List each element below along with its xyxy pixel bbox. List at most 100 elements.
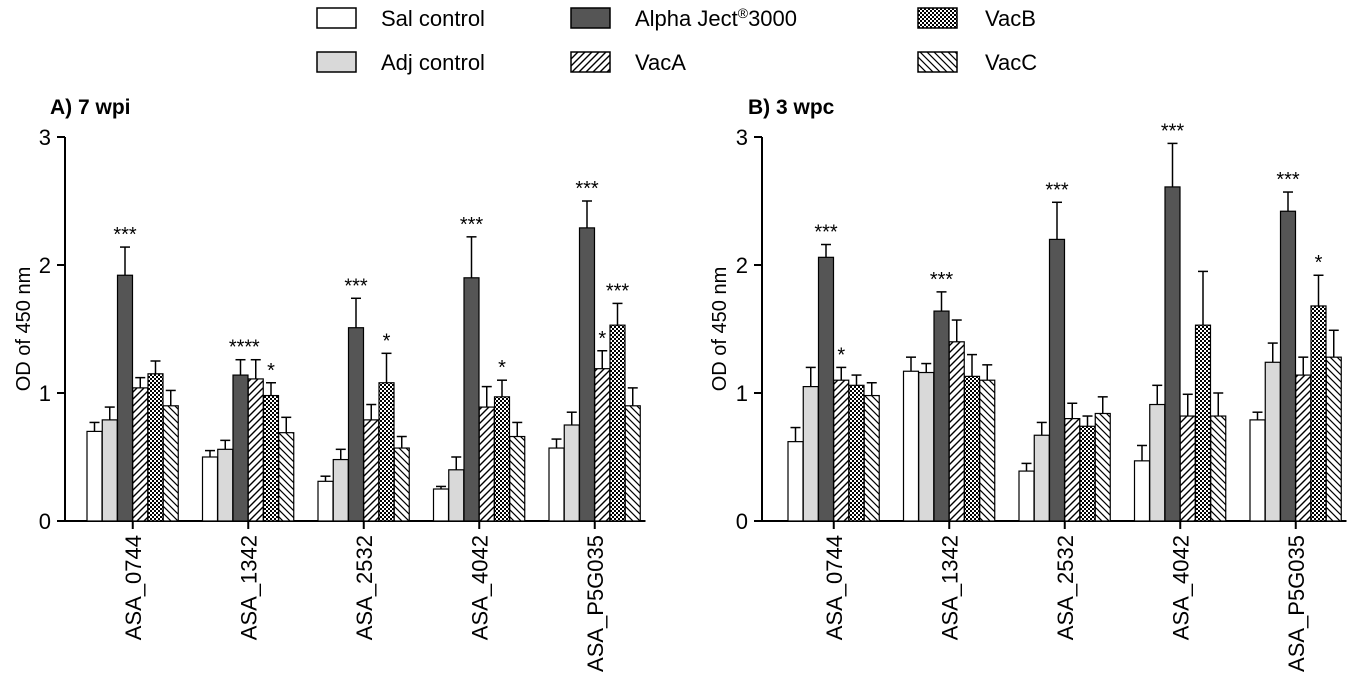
panel-b-title: B) 3 wpc — [748, 96, 835, 119]
legend-item-vaca: VacA — [570, 50, 686, 75]
panel-b-bar-alpha-ject — [933, 310, 950, 522]
panel-b-y-tick-label: 2 — [736, 253, 748, 278]
panel-a-bar-sal-control — [86, 430, 103, 522]
panel-b-bar-adj-control — [1264, 361, 1281, 522]
panel-a-category-label: ASA_1342 — [236, 535, 261, 640]
panel-a-bar-adj-control — [332, 458, 349, 522]
panel-a-ylabel: OD of 450 nm — [13, 267, 35, 392]
panel-a-significance-label: * — [498, 357, 506, 379]
panel-b: B) 3 wpc OD of 450 nm 0 1 2 3 ASA_0744 ASA_13… — [709, 96, 1347, 672]
legend-swatch-sal-control — [316, 7, 357, 29]
panel-a: A) 7 wpi OD of 450 nm 0 1 2 3 ASA_0744 ASA_13… — [13, 96, 646, 672]
panel-a-bar-vacb — [493, 396, 511, 522]
panel-a-bar-sal-control — [201, 456, 219, 522]
panel-b-bar-vacb — [1079, 425, 1096, 522]
panel-b-bar-vacc — [979, 379, 996, 522]
panel-b-bar-adj-control — [802, 386, 819, 522]
panel-a-bar-vaca — [478, 406, 495, 522]
legend-label-alpha-ject-suffix: 3000 — [748, 6, 797, 31]
legend-swatch-vaca — [570, 51, 611, 73]
panel-b-significance-label: *** — [814, 222, 838, 244]
panel-b-bar-alpha-ject — [1048, 238, 1066, 522]
panel-a-bar-vacb — [378, 382, 395, 522]
legend-swatch-adj-control — [316, 51, 357, 73]
panel-a-bar-vaca — [363, 419, 380, 522]
panel-b-significance-label: *** — [1276, 169, 1300, 191]
panel-a-significance-label: *** — [113, 224, 137, 246]
panel-b-significance-label: *** — [1161, 120, 1185, 142]
panel-b-bar-vaca — [1179, 415, 1196, 522]
legend-label-alpha-ject-superscript: ® — [738, 5, 749, 21]
panel-b-significance-label: * — [1315, 252, 1323, 274]
panel-a-bar-alpha-ject — [347, 327, 365, 522]
panel-a-bar-vaca — [247, 378, 264, 522]
panel-b-bar-adj-control — [1033, 434, 1050, 522]
panel-b-bar-vaca — [1064, 418, 1081, 522]
panel-a-y-tick-label: 3 — [39, 125, 51, 150]
panel-a-bar-vacc — [393, 447, 410, 522]
panel-b-bar-adj-control — [918, 371, 935, 522]
panel-b-bar-sal-control — [902, 370, 920, 522]
panel-a-bar-vaca — [594, 368, 611, 522]
legend-swatch-alpha-ject — [570, 7, 611, 29]
panel-a-significance-label: *** — [460, 214, 484, 236]
panel-b-bar-vacc — [1325, 356, 1342, 522]
legend-swatch-vacb — [917, 7, 958, 29]
legend-label-alpha-ject-name: Alpha Ject — [635, 6, 738, 31]
panel-b-bar-sal-control — [1133, 460, 1151, 522]
panel-b-bar-vaca — [833, 379, 850, 522]
panel-a-significance-label: * — [252, 337, 260, 359]
panel-a-bar-sal-control — [432, 488, 450, 522]
panel-a-bar-vaca — [132, 387, 149, 522]
legend-label-vacb: VacB — [985, 6, 1036, 31]
legend-item-vacc: VacC — [917, 50, 1037, 75]
panel-b-bar-alpha-ject — [1279, 210, 1297, 522]
panel-b-y-tick-label: 3 — [736, 125, 748, 150]
panel-a-bar-vacc — [162, 405, 179, 522]
panel-a-significance-label: *** — [575, 178, 599, 200]
panel-a-bar-adj-control — [101, 419, 118, 522]
panel-b-y-tick-label: 0 — [736, 509, 748, 534]
panel-a-significance-label: * — [383, 330, 391, 352]
legend-item-adj-control: Adj control — [316, 50, 485, 75]
panel-a-category-label: ASA_2532 — [352, 535, 377, 640]
panel-b-category-label: ASA_P5G035 — [1284, 535, 1309, 672]
panel-b-significance-label: *** — [1045, 179, 1069, 201]
legend-label-adj-control: Adj control — [381, 50, 485, 75]
panel-a-category-label: ASA_4042 — [467, 535, 492, 640]
panel-a-bar-vacc — [624, 405, 641, 522]
panel-a-significance-label: * — [598, 328, 606, 350]
panel-b-bar-sal-control — [787, 441, 804, 522]
legend-item-alpha-ject: Alpha Ject®3000 — [570, 5, 797, 31]
legend: Sal control Adj control Alpha Ject®3000 … — [316, 5, 1037, 75]
panel-a-bar-vacc — [278, 432, 295, 522]
panel-a-bar-vacb — [262, 394, 280, 522]
panel-a-bar-adj-control — [217, 448, 234, 522]
panel-a-bar-vacb — [147, 373, 164, 522]
panel-b-bar-alpha-ject — [1164, 186, 1181, 522]
panel-a-bar-alpha-ject — [463, 277, 480, 522]
panel-b-bar-adj-control — [1149, 403, 1166, 522]
panel-a-significance-label: * — [267, 360, 275, 382]
panel-a-y-tick-label: 1 — [39, 381, 51, 406]
panel-a-bar-alpha-ject — [578, 227, 596, 522]
panel-b-bar-vacc — [1094, 412, 1111, 522]
legend-item-sal-control: Sal control — [316, 6, 485, 31]
panel-b-bar-vaca — [948, 341, 965, 522]
panel-a-bar-adj-control — [448, 469, 465, 522]
panel-b-category-label: ASA_2532 — [1053, 535, 1078, 640]
panel-a-bar-alpha-ject — [232, 374, 249, 522]
panel-b-category-label: ASA_4042 — [1168, 535, 1193, 640]
panel-b-bar-vaca — [1295, 374, 1312, 522]
panel-b-significance-label: * — [837, 344, 845, 366]
panel-a-y-tick-label: 0 — [39, 509, 51, 534]
legend-item-vacb: VacB — [917, 6, 1036, 31]
panel-a-bar-sal-control — [317, 480, 334, 522]
panel-a-category-label: ASA_P5G035 — [583, 535, 608, 672]
panel-a-significance-label: *** — [344, 275, 368, 297]
panel-b-y-tick-label: 1 — [736, 381, 748, 406]
panel-a-bar-adj-control — [563, 424, 580, 522]
panel-b-bar-vacb — [1194, 324, 1212, 522]
panel-b-ylabel: OD of 450 nm — [709, 267, 731, 392]
